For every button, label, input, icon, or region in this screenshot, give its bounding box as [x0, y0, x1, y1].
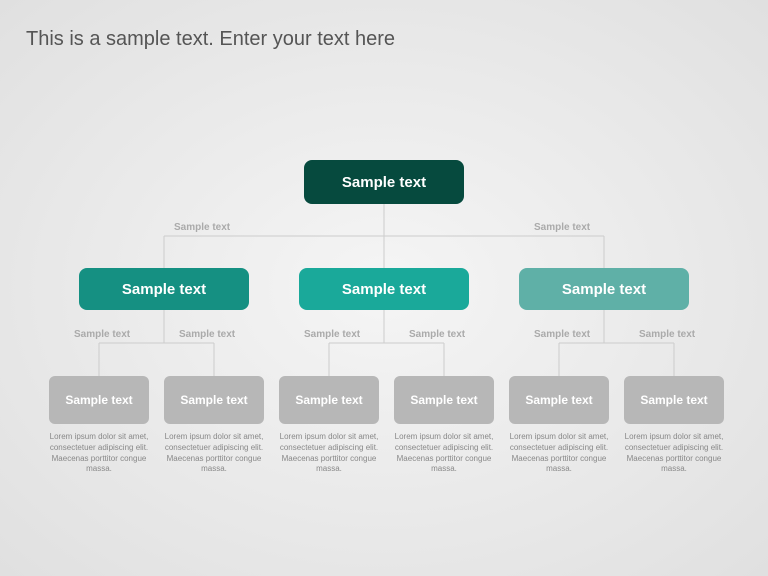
leaf-node: Sample text	[164, 376, 264, 424]
root-node: Sample text	[304, 160, 464, 204]
edge-label: Sample text	[74, 329, 130, 340]
leaf-node: Sample text	[279, 376, 379, 424]
leaf-node: Sample text	[624, 376, 724, 424]
edge-label: Sample text	[304, 329, 360, 340]
leaf-node: Sample text	[49, 376, 149, 424]
leaf-description: Lorem ipsum dolor sit amet, consectetuer…	[49, 432, 149, 475]
leaf-node: Sample text	[394, 376, 494, 424]
leaf-description: Lorem ipsum dolor sit amet, consectetuer…	[624, 432, 724, 475]
leaf-description: Lorem ipsum dolor sit amet, consectetuer…	[279, 432, 379, 475]
branch-node: Sample text	[79, 268, 249, 310]
page-title: This is a sample text. Enter your text h…	[26, 28, 395, 51]
edge-label: Sample text	[534, 329, 590, 340]
branch-node: Sample text	[299, 268, 469, 310]
leaf-node: Sample text	[509, 376, 609, 424]
leaf-description: Lorem ipsum dolor sit amet, consectetuer…	[164, 432, 264, 475]
edge-label: Sample text	[534, 222, 590, 233]
edge-label: Sample text	[639, 329, 695, 340]
branch-node: Sample text	[519, 268, 689, 310]
edge-label: Sample text	[179, 329, 235, 340]
leaf-description: Lorem ipsum dolor sit amet, consectetuer…	[394, 432, 494, 475]
leaf-description: Lorem ipsum dolor sit amet, consectetuer…	[509, 432, 609, 475]
edge-label: Sample text	[174, 222, 230, 233]
edge-label: Sample text	[409, 329, 465, 340]
